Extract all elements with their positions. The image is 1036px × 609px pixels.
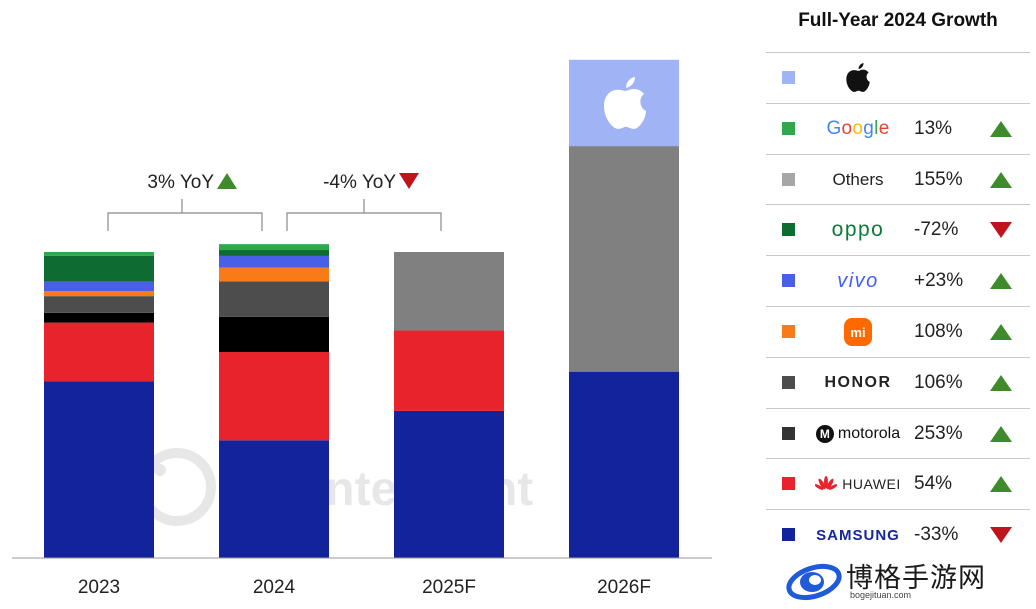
site-logo-name: 博格手游网 [846, 563, 986, 594]
legend-growth-value: -72% [914, 219, 959, 241]
legend-growth-value: +23% [914, 270, 964, 292]
bar-segment-huawei-2023 [44, 322, 154, 382]
legend-swatch [782, 71, 795, 84]
legend-swatch [782, 375, 795, 389]
bar-segment-honor-2024 [219, 281, 329, 317]
bar-segment-honor-2023 [44, 296, 154, 313]
apple-icon [604, 76, 646, 129]
x-tick-label-2025f: 2025F [422, 577, 476, 598]
legend-brand: Others [832, 169, 884, 189]
legend-row-honor: HONOR 106% [766, 356, 1030, 408]
legend-brand: mi [810, 307, 906, 357]
bar-segment-oppo-2024 [219, 250, 329, 256]
legend-row-others: Others 155% [766, 153, 1030, 205]
legend-row-vivo: vivo +23% [766, 255, 1030, 306]
legend-growth-value: 106% [914, 371, 963, 393]
site-logo-icon [786, 563, 842, 601]
up-arrow-icon [990, 171, 1012, 188]
huawei-logo-icon [815, 476, 838, 491]
x-tick-label-2023: 2023 [78, 577, 120, 598]
yoy-bracket-2 [286, 199, 442, 231]
motorola-logo-icon: M [815, 424, 834, 443]
yoy-label-1: 3% YoY [147, 172, 214, 193]
bar-segment-samsung-2025f [394, 410, 504, 558]
bar-segment-motorola-2023 [44, 312, 154, 323]
legend-brand: vivo [837, 269, 879, 292]
bar-segment-samsung-2023 [44, 381, 154, 558]
bar-segment-others-2026f [569, 146, 679, 372]
legend-swatch [782, 325, 795, 338]
yoy-bracket-1 [107, 199, 263, 231]
x-tick-label-2026f: 2026F [597, 577, 651, 598]
up-arrow-icon [990, 476, 1012, 493]
legend-growth-value: 13% [914, 117, 953, 139]
yoy-label-2: -4% YoY [323, 172, 396, 193]
up-arrow-icon [990, 273, 1012, 290]
legend-growth-value: 108% [914, 321, 963, 342]
legend-brand: HUAWEI [810, 459, 906, 509]
legend-growth-value: -33% [914, 524, 959, 546]
stacked-bar-chart: Counterpoint 3% YoY -4% YoY 2023 2024 2025F… [12, 59, 712, 598]
bar-segment-vivo-2023 [44, 281, 154, 292]
legend-swatch [782, 477, 795, 491]
up-arrow-icon [990, 374, 1012, 391]
down-arrow-icon [399, 173, 419, 189]
legend-row-apple [766, 52, 1030, 103]
xiaomi-logo-icon: mi [844, 318, 872, 346]
bar-segment-samsung-2024 [219, 440, 329, 558]
legend-swatch [782, 274, 795, 288]
legend-swatch [782, 223, 795, 237]
bar-segment-huawei-2024 [219, 352, 329, 441]
legend-brand [810, 53, 906, 103]
legend-row-oppo: oppo -72% [766, 204, 1030, 255]
bar-segment-samsung-2026f [569, 371, 679, 558]
legend-swatch [782, 528, 795, 542]
up-arrow-icon [990, 120, 1012, 137]
legend-swatch [782, 172, 795, 186]
bar-segment-vivo-2024 [219, 255, 329, 268]
legend-row-samsung: SAMSUNG -33% [766, 509, 1030, 560]
legend-row-huawei: HUAWEI 54% [766, 458, 1030, 509]
legend-swatch [782, 121, 795, 135]
bar-segment-google-2023 [44, 252, 154, 256]
bar-segment-xiaomi-2024 [219, 267, 329, 282]
legend-title: Full-Year 2024 Growth [798, 10, 998, 31]
legend-growth-value: 155% [914, 168, 963, 190]
legend-brand: HONOR [824, 373, 892, 391]
site-logo: 博格手游网 bogejituan.com [780, 556, 1030, 604]
bar-segment-oppo-2023 [44, 255, 154, 282]
up-arrow-icon [990, 324, 1012, 340]
bar-segment-others-2025f [394, 252, 504, 331]
up-arrow-icon [990, 425, 1012, 442]
legend-growth-value: 54% [914, 473, 953, 495]
site-logo-url: bogejituan.com [850, 590, 912, 600]
down-arrow-icon [990, 527, 1012, 544]
legend-swatch [782, 426, 795, 440]
bar-segment-huawei-2025f [394, 330, 504, 411]
bar-segment-xiaomi-2023 [44, 291, 154, 297]
up-arrow-icon [217, 173, 237, 189]
legend-brand: oppo [831, 218, 885, 242]
legend-growth-value: 253% [914, 422, 963, 444]
legend-brand: SAMSUNG [816, 526, 900, 544]
legend-row-mi: mi 108% [766, 306, 1030, 357]
bar-segment-motorola-2024 [219, 316, 329, 353]
bar-segment-google-2024 [219, 244, 329, 251]
x-tick-label-2024: 2024 [253, 577, 296, 598]
down-arrow-icon [990, 222, 1012, 239]
apple-icon [846, 63, 870, 92]
